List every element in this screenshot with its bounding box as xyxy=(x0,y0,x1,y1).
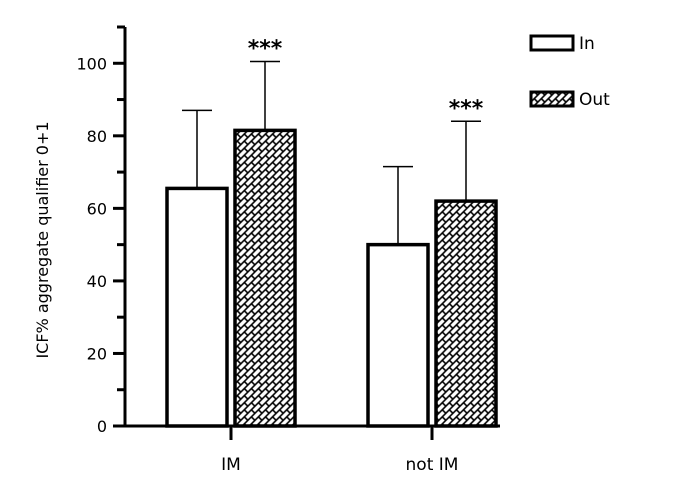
y-tick-label: 40 xyxy=(87,272,107,291)
x-tick-label: not IM xyxy=(406,455,459,475)
y-tick-label: 60 xyxy=(87,199,107,218)
bar-in xyxy=(165,186,229,428)
significance-label: *** xyxy=(449,96,484,121)
bar-in xyxy=(366,242,430,428)
y-tick-label: 100 xyxy=(76,54,107,73)
significance-annotations: *** *** xyxy=(248,36,484,121)
y-ticks: 0 20 40 60 80 100 xyxy=(76,25,125,436)
y-axis-label: ICF% aggregate qualifier 0+1 xyxy=(33,121,52,358)
bars xyxy=(165,128,498,428)
bar-out xyxy=(233,128,297,428)
bar-out xyxy=(434,199,498,428)
y-tick-label: 0 xyxy=(97,417,107,436)
y-tick-label: 20 xyxy=(87,344,107,363)
significance-label: *** xyxy=(248,36,283,61)
y-tick-label: 80 xyxy=(87,127,107,146)
x-ticks: IM not IM xyxy=(221,426,458,475)
legend-swatch xyxy=(529,34,575,52)
error-bars xyxy=(182,60,481,245)
x-tick-label: IM xyxy=(221,455,241,475)
legend-label: In xyxy=(579,34,595,54)
legend: In Out xyxy=(529,34,610,110)
legend-label: Out xyxy=(579,90,610,110)
legend-swatch xyxy=(529,90,575,108)
